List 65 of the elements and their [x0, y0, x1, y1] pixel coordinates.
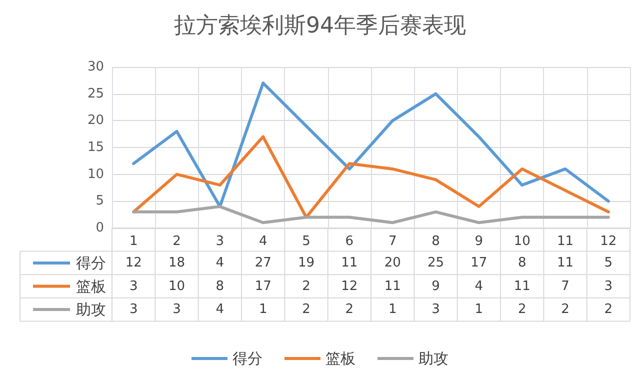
data-label: 20	[384, 255, 401, 270]
x-tick-label: 3	[216, 234, 224, 249]
data-label: 3	[432, 302, 440, 318]
data-label: 3	[129, 278, 138, 294]
x-tick-label: 12	[600, 234, 617, 249]
x-tick-label: 8	[432, 234, 440, 249]
y-tick-label: 5	[96, 194, 104, 209]
data-label: 2	[518, 302, 526, 318]
data-label: 3	[172, 302, 181, 318]
data-label: 11	[384, 278, 401, 294]
data-label: 7	[561, 278, 570, 294]
data-label: 1	[474, 302, 484, 318]
data-label: 10	[168, 278, 186, 294]
data-label: 17	[470, 255, 488, 270]
text: 得分	[232, 350, 262, 368]
text: 篮板	[326, 350, 356, 368]
x-tick-label: 7	[388, 234, 397, 249]
x-tick-label: 5	[302, 234, 310, 249]
data-label: 17	[254, 278, 272, 294]
y-tick-label: 10	[87, 166, 104, 182]
legend-label: 得分	[76, 254, 106, 272]
data-label: 4	[216, 302, 224, 318]
y-tick-label: 15	[87, 140, 104, 155]
line-series	[132, 135, 610, 219]
y-tick-label: 25	[87, 86, 104, 102]
data-label: 2	[604, 302, 613, 318]
chart-title: 拉方索埃利斯94年季后赛表现	[174, 14, 466, 38]
data-label: 8	[518, 255, 526, 270]
legend-label: 篮板	[76, 277, 106, 296]
line-series	[132, 82, 610, 208]
data-label: 2	[302, 278, 310, 294]
data-label: 12	[125, 255, 142, 270]
x-tick-label: 9	[474, 234, 484, 249]
data-label: 8	[216, 278, 224, 294]
line-series	[132, 205, 610, 224]
data-label: 4	[216, 255, 224, 270]
data-label: 2	[345, 302, 354, 318]
data-label: 5	[604, 255, 613, 270]
y-tick-label: 30	[87, 60, 104, 74]
data-label: 1	[258, 302, 268, 318]
y-tick-label: 20	[87, 113, 104, 128]
data-label: 11	[556, 255, 574, 270]
data-label: 3	[604, 278, 613, 294]
text: 助攻	[418, 350, 448, 368]
data-label: 3	[129, 302, 138, 318]
data-label: 4	[474, 278, 484, 294]
x-tick-label: 6	[345, 234, 354, 249]
data-label: 18	[168, 255, 186, 270]
x-tick-label: 10	[514, 234, 530, 249]
data-label: 12	[341, 278, 358, 294]
x-tick-label: 2	[172, 234, 181, 249]
data-label: 11	[341, 255, 358, 270]
data-label: 2	[561, 302, 570, 318]
data-label: 11	[514, 278, 530, 294]
legend-label: 助攻	[76, 300, 106, 319]
data-label: 9	[432, 278, 440, 294]
y-tick-label: 0	[96, 220, 104, 236]
x-tick-label: 4	[258, 234, 268, 249]
x-tick-label: 1	[129, 234, 138, 249]
data-label: 2	[302, 302, 310, 318]
x-tick-label: 11	[556, 234, 574, 249]
data-label: 27	[254, 255, 272, 270]
data-label: 19	[298, 255, 315, 270]
data-label: 1	[388, 302, 397, 318]
data-label: 25	[427, 255, 444, 270]
